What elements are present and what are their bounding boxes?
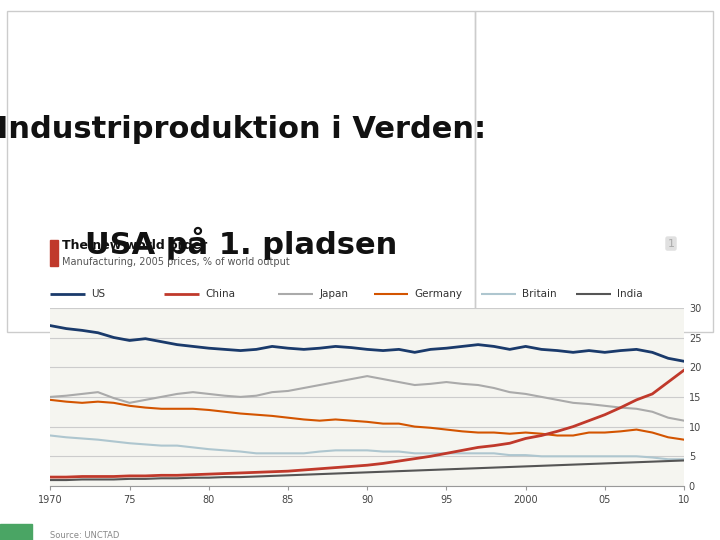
Text: fremforsk: fremforsk [54,516,121,529]
Text: The new world order: The new world order [62,239,207,252]
Bar [7,11,475,332]
Text: Source: UNCTAD: Source: UNCTAD [50,530,120,539]
Text: Germany: Germany [415,289,463,299]
Text: Britain: Britain [523,289,557,299]
Bar [50,240,58,266]
Text: USA på 1. pladsen: USA på 1. pladsen [85,226,397,260]
Text: Japan: Japan [320,289,348,299]
Text: India: India [618,289,643,299]
Bar [0,524,32,540]
Text: Industriproduktion i Verden:: Industriproduktion i Verden: [0,115,486,144]
Text: Manufacturing, 2005 prices, % of world output: Manufacturing, 2005 prices, % of world o… [62,258,289,267]
Text: 1: 1 [667,239,675,248]
Text: US: US [91,289,106,299]
Text: China: China [206,289,235,299]
Bar [475,11,713,332]
